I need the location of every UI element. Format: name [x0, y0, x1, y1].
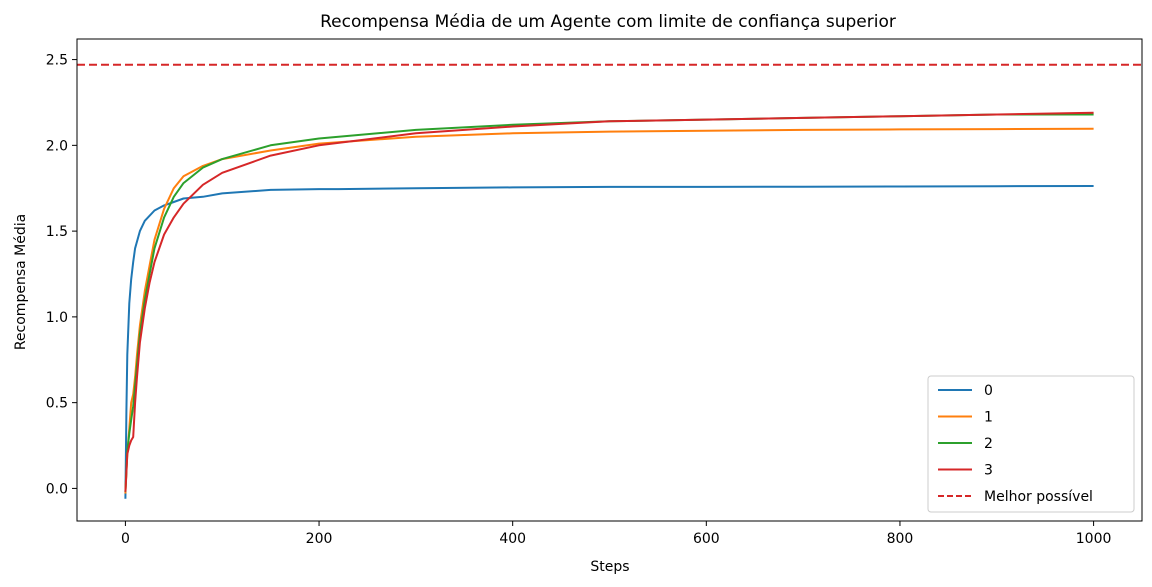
y-tick-label: 1.5 — [46, 224, 68, 240]
legend-label: 1 — [984, 410, 993, 426]
legend-label: Melhor possível — [984, 489, 1093, 505]
y-tick-label: 1.0 — [46, 310, 68, 326]
y-tick-label: 0.5 — [46, 396, 68, 412]
legend-label: 0 — [984, 383, 993, 399]
series-line-1 — [124, 127, 1094, 494]
legend: 0 1 2 3 Melhor possível — [927, 375, 1135, 513]
legend-label: 2 — [984, 436, 993, 452]
y-tick-label: 0.0 — [46, 481, 68, 497]
y-tick-label: 2.0 — [46, 138, 68, 154]
series-line-3 — [124, 111, 1094, 492]
x-tick-label: 200 — [306, 531, 333, 547]
chart-title: Recompensa Média de um Agente com limite… — [320, 12, 896, 32]
plot-area — [77, 63, 1142, 499]
x-axis-label: Steps — [590, 559, 629, 575]
series-line-0 — [124, 185, 1094, 499]
x-tick-label: 800 — [887, 531, 914, 547]
legend-box — [927, 375, 1135, 513]
y-axis-label: Recompensa Média — [13, 214, 29, 350]
x-tick-label: 400 — [499, 531, 526, 547]
x-tick-label: 0 — [121, 531, 130, 547]
x-tick-label: 1000 — [1076, 531, 1112, 547]
axes-frame — [76, 38, 1143, 522]
legend-label: 3 — [984, 463, 993, 479]
y-tick-label: 2.5 — [46, 53, 68, 69]
x-tick-label: 600 — [693, 531, 720, 547]
axes: 0 200 400 600 800 1000 0.0 0.5 1.0 1.5 2.0 2.5 — [46, 38, 1143, 547]
